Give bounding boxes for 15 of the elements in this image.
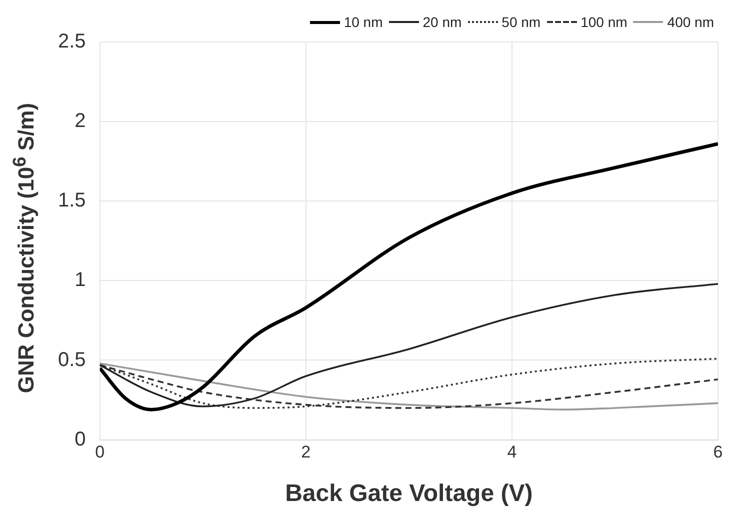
legend-label: 400 nm: [667, 14, 714, 30]
x-tick-label: 0: [95, 442, 105, 462]
x-tick-label: 6: [713, 442, 723, 462]
legend-label: 100 nm: [580, 14, 628, 30]
legend-label: 10 nm: [344, 14, 383, 30]
x-axis-title: Back Gate Voltage (V): [285, 480, 533, 508]
legend-label: 20 nm: [422, 14, 462, 30]
y-tick-label: 1: [74, 269, 86, 292]
y-tick-label: 0.5: [58, 348, 86, 371]
y-tick-label: 1.5: [58, 190, 86, 212]
x-tick-label: 2: [301, 442, 311, 462]
y-tick-label: 2: [74, 110, 86, 132]
legend-label: 50 nm: [502, 14, 541, 30]
x-tick-label: 4: [507, 442, 517, 462]
y-tick-label: 2.5: [58, 30, 86, 53]
